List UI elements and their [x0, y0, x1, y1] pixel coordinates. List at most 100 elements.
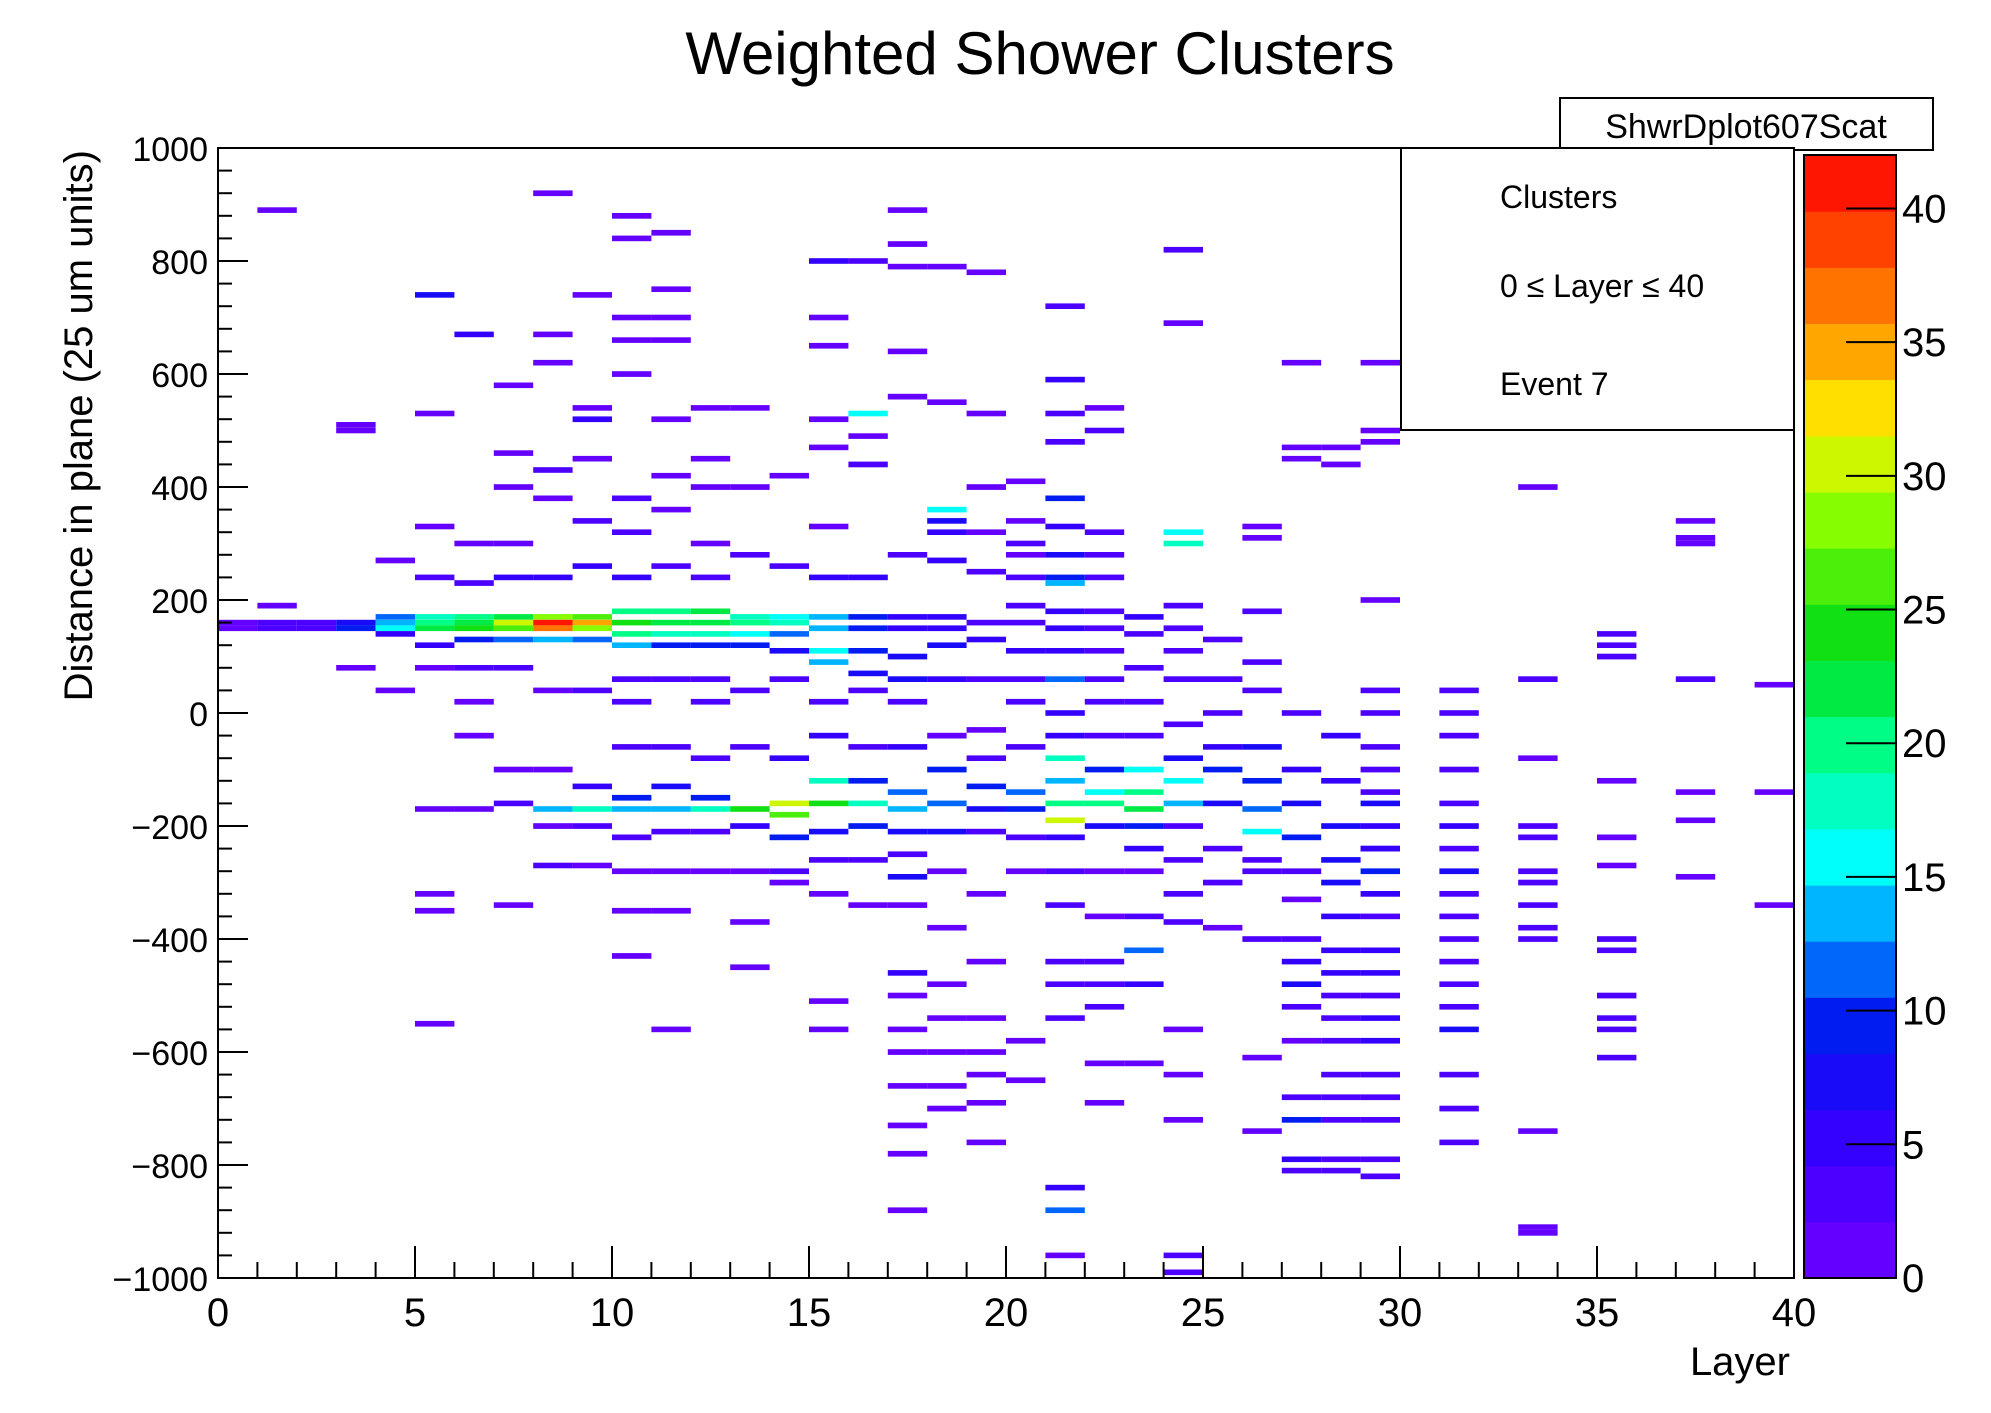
- heatmap-cell: [572, 619, 612, 626]
- heatmap-cell: [1597, 834, 1637, 841]
- heatmap-cell: [848, 574, 888, 581]
- heatmap-cell: [887, 1122, 928, 1129]
- heatmap-cell: [1084, 732, 1125, 739]
- heatmap-cell: [415, 806, 455, 812]
- heatmap-cell: [375, 614, 415, 620]
- heatmap-cell: [1163, 891, 1203, 897]
- heatmap-cell: [1242, 857, 1282, 863]
- heatmap-cell: [1360, 1173, 1400, 1180]
- stats-box-name: ShwrDplot607Scat: [1605, 108, 1887, 146]
- heatmap-cell: [1754, 789, 1794, 795]
- colorbar-band: [1804, 604, 1896, 661]
- heatmap-cell: [1084, 766, 1125, 773]
- y-tick-label: −1000: [113, 1261, 209, 1299]
- heatmap-cell: [690, 619, 731, 626]
- heatmap-cell: [1163, 602, 1203, 609]
- heatmap-cell: [730, 964, 770, 971]
- heatmap-cell: [809, 828, 849, 835]
- heatmap-cell: [612, 642, 652, 648]
- x-tick-label: 5: [404, 1291, 426, 1335]
- heatmap-cell: [1163, 529, 1203, 535]
- heatmap-cell: [1163, 1117, 1203, 1123]
- heatmap-cell: [1163, 1269, 1203, 1276]
- x-tick-label: 35: [1575, 1291, 1620, 1335]
- heatmap-cell: [848, 687, 888, 694]
- heatmap-cell: [1321, 732, 1361, 739]
- heatmap-cell: [1597, 947, 1637, 954]
- heatmap-cell: [651, 642, 691, 648]
- heatmap-cell: [927, 529, 967, 535]
- heatmap-cell: [809, 800, 849, 807]
- x-axis-label: Layer: [1690, 1340, 1790, 1384]
- heatmap-cell: [336, 665, 376, 671]
- heatmap-cell: [572, 563, 612, 569]
- heatmap-cell: [1439, 766, 1479, 773]
- heatmap-cell: [1439, 687, 1479, 694]
- x-tick-label: 30: [1378, 1291, 1423, 1335]
- heatmap-cell: [1006, 552, 1046, 558]
- heatmap-cell: [927, 981, 967, 987]
- heatmap-cell: [1006, 806, 1046, 812]
- heatmap-cell: [809, 625, 849, 632]
- heatmap-cell: [690, 676, 731, 682]
- heatmap-cell: [1163, 1252, 1203, 1259]
- heatmap-cell: [1439, 1139, 1479, 1146]
- heatmap-cell: [1360, 891, 1400, 897]
- heatmap-cell: [769, 676, 809, 682]
- heatmap-cell: [1597, 1015, 1637, 1021]
- heatmap-cell: [927, 399, 967, 405]
- heatmap-cell: [1045, 648, 1085, 654]
- heatmap-cell: [651, 907, 691, 914]
- heatmap-cell: [1321, 778, 1361, 784]
- heatmap-cell: [1518, 676, 1558, 682]
- heatmap-cell: [887, 614, 928, 620]
- heatmap-cell: [415, 619, 455, 626]
- legend-line-event: Event 7: [1500, 366, 1609, 402]
- heatmap-cell: [336, 422, 376, 428]
- heatmap-cell: [375, 619, 415, 626]
- heatmap-cell: [612, 235, 652, 242]
- heatmap-cell: [1124, 766, 1164, 773]
- heatmap-cell: [493, 636, 534, 643]
- colorbar-tick-label: 5: [1902, 1123, 1924, 1167]
- heatmap-cell: [336, 427, 376, 434]
- heatmap-cell: [927, 1049, 967, 1055]
- heatmap-cell: [1242, 744, 1282, 750]
- heatmap-cell: [927, 614, 967, 620]
- heatmap-cell: [454, 614, 494, 620]
- heatmap-cell: [769, 811, 809, 818]
- heatmap-cell: [1242, 868, 1282, 875]
- heatmap-cell: [690, 631, 731, 637]
- heatmap-cell: [887, 789, 928, 795]
- heatmap-cell: [218, 619, 258, 626]
- heatmap-cell: [1124, 868, 1164, 875]
- heatmap-cell: [809, 659, 849, 665]
- heatmap-cell: [572, 687, 612, 694]
- heatmap-cell: [730, 642, 770, 648]
- heatmap-cell: [730, 405, 770, 411]
- heatmap-cell: [1675, 817, 1716, 824]
- heatmap-cell: [1360, 913, 1400, 920]
- heatmap-cell: [1597, 642, 1637, 648]
- heatmap-cell: [887, 1083, 928, 1089]
- heatmap-cell: [848, 433, 888, 439]
- heatmap-cell: [769, 631, 809, 637]
- heatmap-cell: [651, 337, 691, 343]
- x-axis: 0 5 10 15 20 25 30 35 40: [207, 1246, 1816, 1335]
- heatmap-cell: [1163, 625, 1203, 632]
- heatmap-cell: [651, 828, 691, 835]
- heatmap-cell: [927, 868, 967, 875]
- colorbar-band: [1804, 1053, 1896, 1111]
- colorbar-band: [1804, 941, 1896, 998]
- heatmap-cell: [1045, 817, 1085, 824]
- heatmap-cell: [809, 444, 849, 451]
- heatmap-cell: [809, 648, 849, 654]
- heatmap-cell: [1084, 800, 1125, 807]
- heatmap-cell: [533, 862, 573, 869]
- heatmap-cell: [1045, 1184, 1085, 1191]
- heatmap-cell: [572, 862, 612, 869]
- heatmap-cell: [927, 800, 967, 807]
- heatmap-cell: [1084, 625, 1125, 632]
- heatmap-cell: [612, 371, 652, 377]
